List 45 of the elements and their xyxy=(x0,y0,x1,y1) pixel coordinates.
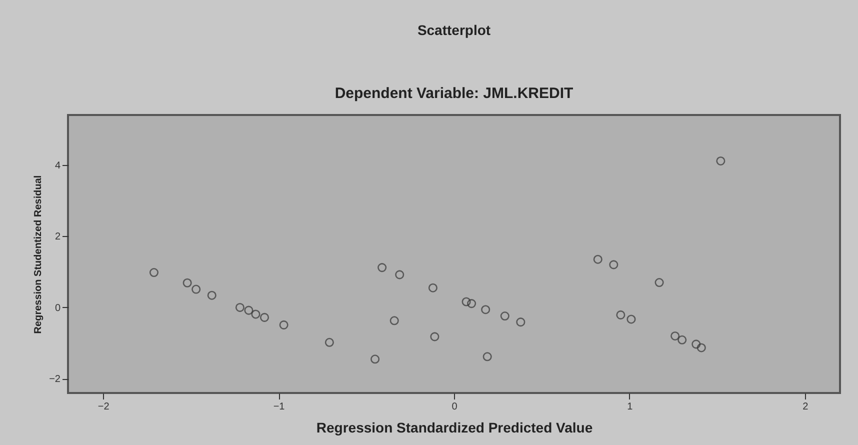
y-tick-label: 0 xyxy=(54,302,61,314)
x-tick-label: 0 xyxy=(452,402,458,412)
point xyxy=(149,268,158,278)
point xyxy=(390,316,399,326)
x-tick-label: −1 xyxy=(273,402,286,412)
chart-title: Scatterplot xyxy=(417,22,491,38)
point xyxy=(467,299,476,308)
point xyxy=(692,340,701,349)
point xyxy=(370,354,380,364)
point xyxy=(235,302,244,312)
point xyxy=(482,352,492,362)
point xyxy=(395,270,404,280)
point xyxy=(260,312,270,322)
point xyxy=(593,254,602,264)
point xyxy=(626,314,636,324)
point xyxy=(516,318,526,327)
point xyxy=(678,335,687,344)
chart-subtitle: Dependent Variable: JML.KREDIT xyxy=(334,85,574,102)
x-tick-label: 2 xyxy=(802,402,809,412)
point xyxy=(182,278,192,288)
y-axis-title: Regression Studentized Residual xyxy=(33,175,44,334)
y-tick-label: 4 xyxy=(54,160,61,172)
point xyxy=(324,338,334,347)
point xyxy=(378,263,387,272)
x-axis-title: Regression Standardized Predicted Value xyxy=(316,420,593,436)
point xyxy=(192,284,201,294)
point xyxy=(500,312,510,321)
point xyxy=(428,283,438,292)
point xyxy=(244,306,254,315)
point xyxy=(716,156,726,166)
point xyxy=(654,278,664,288)
point xyxy=(670,331,680,340)
point xyxy=(462,297,471,306)
x-tick-label: −2 xyxy=(98,402,110,412)
x-tick-label: 1 xyxy=(627,402,634,412)
point xyxy=(609,260,618,270)
point xyxy=(481,305,490,314)
point xyxy=(616,310,626,320)
point xyxy=(207,290,216,300)
y-tick-label: 2 xyxy=(54,232,61,243)
point xyxy=(696,343,706,352)
point xyxy=(430,332,440,342)
point xyxy=(251,310,260,319)
y-tick-label: −2 xyxy=(49,374,61,386)
point xyxy=(279,320,288,330)
